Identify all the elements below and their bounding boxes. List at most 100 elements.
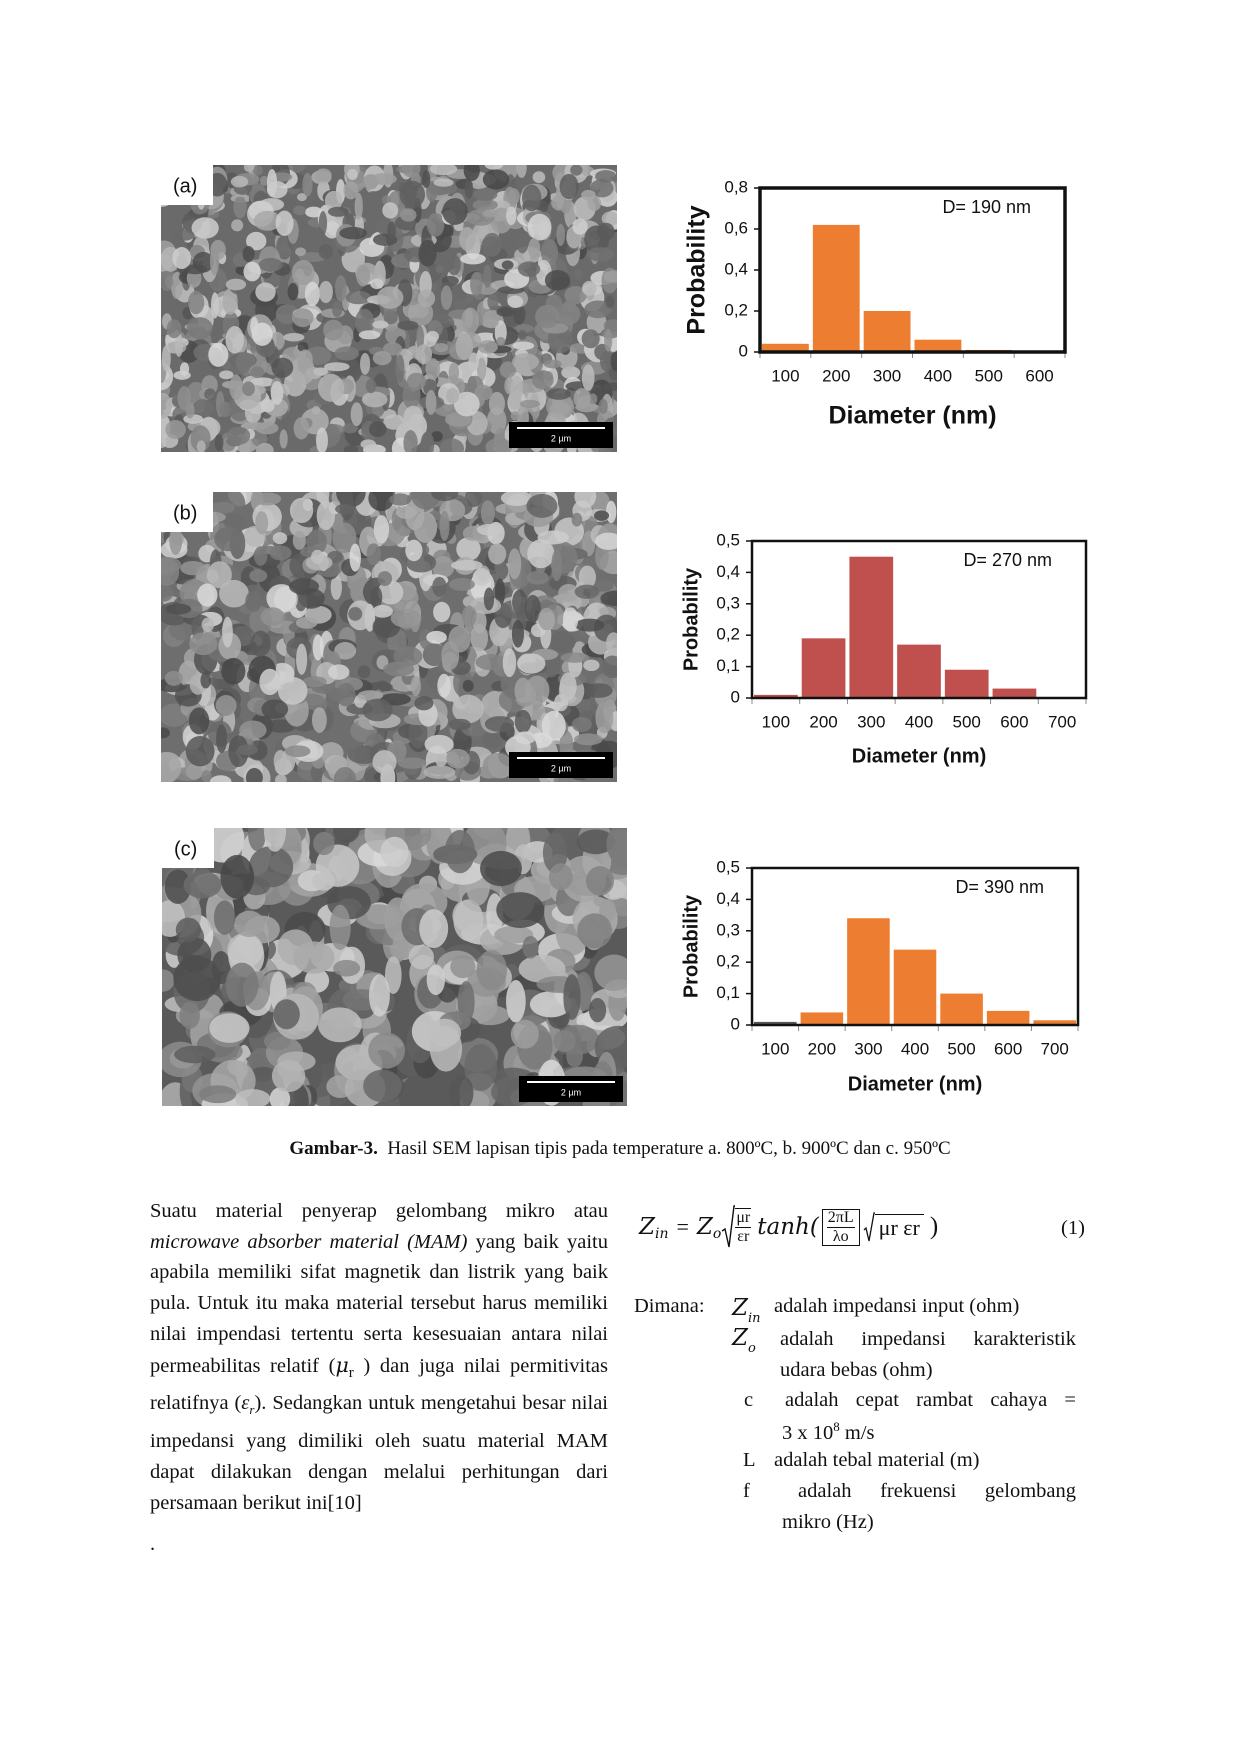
grain [323, 319, 344, 341]
grain [318, 244, 334, 260]
grain [595, 532, 617, 550]
scale-bar-label: 2 µm [551, 433, 571, 443]
grain [253, 210, 282, 231]
grain [599, 351, 613, 372]
grain [559, 672, 577, 701]
grain [263, 828, 287, 852]
bar [754, 694, 798, 698]
grain [233, 195, 247, 219]
grain [356, 264, 371, 287]
y-axis-label: Probability [680, 894, 702, 998]
y-tick-label: 0,2 [716, 952, 740, 971]
grain [494, 925, 534, 944]
grain [368, 1032, 406, 1069]
grain [522, 184, 542, 212]
grain [365, 378, 377, 394]
grain [225, 962, 259, 1007]
grain [563, 974, 581, 1020]
grain [423, 765, 456, 779]
grain [328, 664, 350, 680]
grain [219, 370, 234, 380]
grain [343, 445, 359, 452]
grain [336, 682, 356, 707]
grain [444, 830, 476, 874]
grain [394, 354, 405, 383]
grain [604, 328, 613, 352]
grain [327, 651, 340, 665]
grain [606, 828, 627, 867]
grain [482, 731, 503, 749]
grain [292, 530, 306, 550]
x-tick-label: 400 [924, 366, 952, 385]
grain [432, 576, 447, 597]
y-tick-label: 0,6 [724, 218, 748, 237]
y-tick-label: 0 [731, 1014, 740, 1033]
grain [269, 1087, 291, 1106]
grain [372, 750, 397, 774]
grain [266, 584, 297, 613]
grain [377, 580, 404, 605]
grain [499, 361, 517, 379]
grain [246, 231, 267, 251]
grain [220, 854, 255, 899]
grain [453, 899, 484, 942]
grain [551, 549, 563, 582]
x-tick-label: 100 [761, 1039, 789, 1058]
x-tick-label: 700 [1048, 712, 1076, 731]
caption-text: Hasil SEM lapisan tipis pada temperature… [387, 1138, 951, 1159]
grain [270, 381, 284, 405]
grain [544, 269, 571, 291]
def-text: adalah tebal material (m) [774, 1449, 980, 1471]
label-box [162, 828, 214, 868]
symbol: μ [335, 1352, 349, 1377]
grain [372, 604, 393, 618]
grain [426, 630, 447, 644]
grain [454, 298, 467, 313]
bar [914, 339, 962, 352]
grain [214, 434, 224, 452]
grain [484, 165, 504, 170]
grain [408, 717, 428, 749]
grain [470, 623, 489, 652]
grain [574, 618, 605, 632]
grain [457, 981, 475, 1023]
y-tick-label: 0,5 [716, 857, 740, 876]
grain [169, 525, 183, 555]
grain [252, 492, 282, 506]
grain [559, 173, 579, 200]
grain [200, 671, 211, 689]
grain [208, 342, 229, 367]
grain [333, 959, 361, 977]
grain [476, 357, 487, 382]
grain [183, 871, 222, 899]
grain [393, 646, 423, 667]
grain [188, 707, 210, 735]
fraction: 2πL λo [826, 1209, 855, 1246]
grain [273, 999, 300, 1030]
grain [260, 607, 285, 627]
grain [406, 372, 427, 391]
x-tick-label: 300 [857, 712, 885, 731]
grain [360, 439, 376, 449]
grain [324, 190, 343, 211]
grain [516, 165, 527, 178]
grain [502, 648, 517, 678]
chart: 0 0,2 0,4 0,6 0,8 100 200 300 400 500 600 D= 190 nm… [683, 177, 1067, 430]
grain [474, 384, 493, 401]
grain [415, 344, 433, 365]
grain [161, 392, 172, 419]
grain [185, 735, 215, 767]
grain [586, 247, 614, 262]
def-text: adalah impedansi input (ohm) [774, 1295, 1020, 1317]
grain [250, 316, 259, 336]
grain [581, 329, 600, 349]
annotation: D= 270 nm [963, 550, 1052, 570]
grain [500, 492, 532, 506]
grain [368, 974, 390, 1017]
text: ). Sedangkan untuk mengetahui besar nila… [150, 1392, 608, 1514]
grain [410, 675, 421, 696]
grain [535, 304, 560, 329]
grain [382, 661, 415, 677]
grain [279, 429, 288, 449]
